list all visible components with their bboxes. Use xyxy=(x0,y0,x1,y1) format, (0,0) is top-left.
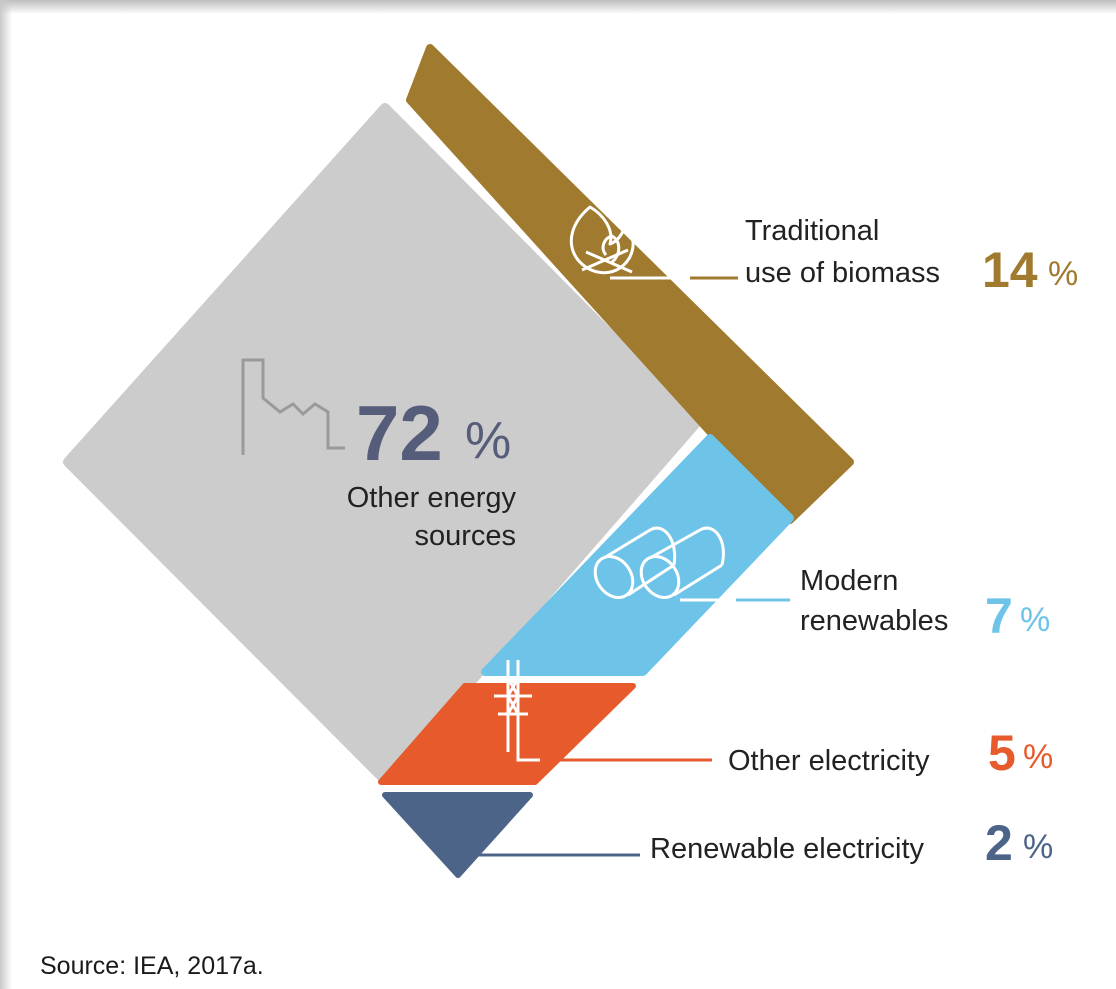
label-biomass-line1: Traditional xyxy=(745,215,879,247)
value-renewable-electricity: 2 xyxy=(985,815,1013,871)
value-modern: 7 xyxy=(985,588,1013,644)
slice-renewable-electricity xyxy=(382,792,533,878)
percent-sign-renewable-electricity: % xyxy=(1023,828,1053,866)
label-other-energy-line2: sources xyxy=(414,520,516,552)
factory-icon xyxy=(241,358,345,455)
label-modern-line2: renewables xyxy=(800,605,948,637)
label-modern-line1: Modern xyxy=(800,565,898,597)
frame-shadow xyxy=(0,0,1116,14)
value-other-energy: 72 xyxy=(356,389,443,477)
percent-sign-other-energy: % xyxy=(465,412,511,470)
label-biomass-line2: use of biomass xyxy=(745,257,940,289)
source-note: Source: IEA, 2017a. xyxy=(40,952,264,980)
percent-sign-biomass: % xyxy=(1048,255,1078,293)
label-renewable-electricity: Renewable electricity xyxy=(650,833,925,865)
slice-modern-renewables xyxy=(481,434,794,676)
label-other-electricity: Other electricity xyxy=(728,745,930,777)
leader-line-renewable-electricity xyxy=(457,853,640,860)
label-other-energy-line1: Other energy xyxy=(347,482,517,514)
percent-sign-other-electricity: % xyxy=(1023,738,1053,776)
value-biomass: 14 xyxy=(982,242,1038,298)
percent-sign-modern: % xyxy=(1020,601,1050,639)
value-other-electricity: 5 xyxy=(988,725,1016,781)
frame-shadow xyxy=(0,0,12,989)
